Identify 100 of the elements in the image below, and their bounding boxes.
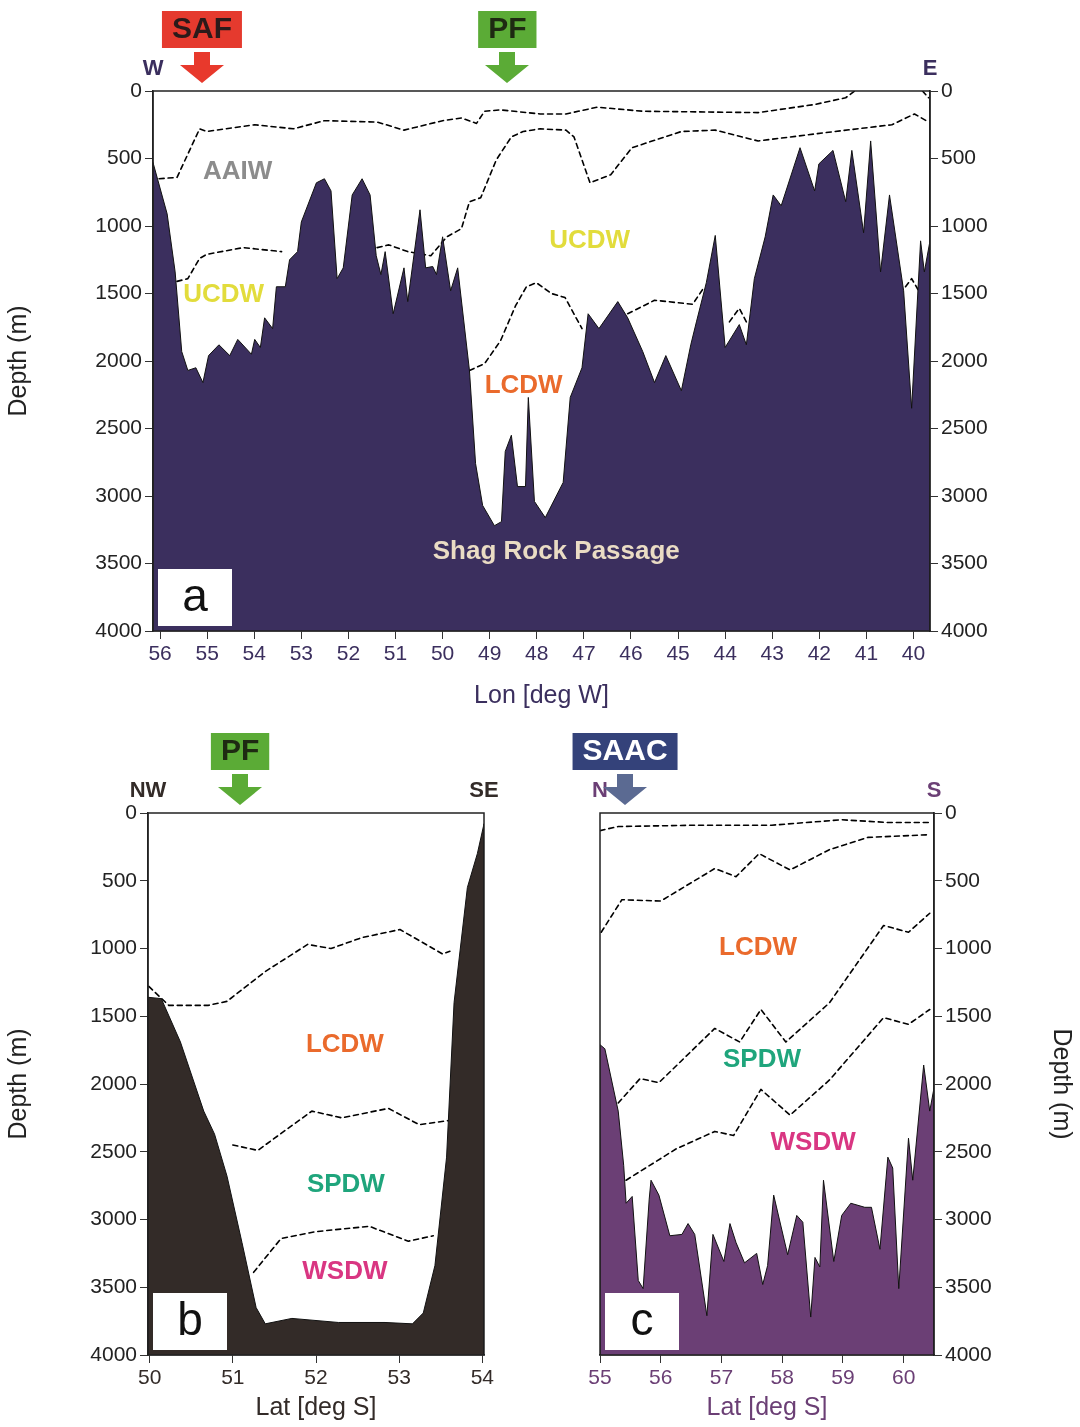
x-tick-label: 56 <box>649 1365 673 1389</box>
annotation: a <box>182 568 209 621</box>
y-tick-label: 1500 <box>90 1003 137 1027</box>
x-tick-label: 60 <box>891 1365 916 1389</box>
x-tick-label: 42 <box>807 641 832 665</box>
x-tick-label: 58 <box>770 1365 794 1389</box>
annotation: LCDW <box>484 369 564 400</box>
y2-tick-label: 500 <box>945 867 981 891</box>
annotation: SPDW <box>722 1043 802 1074</box>
y2-tick-label: 1000 <box>945 935 992 959</box>
annotation: WSDW <box>302 1255 388 1286</box>
text: SAF <box>171 11 232 45</box>
x-tick-label: 52 <box>304 1365 328 1389</box>
y2-tick-label: 3000 <box>945 1206 992 1230</box>
x-tick-label: 40 <box>901 641 926 665</box>
y-tick-label: 2500 <box>90 1138 137 1162</box>
x-tick-label: 43 <box>760 641 784 665</box>
y-tick-label: 2000 <box>95 347 142 371</box>
x-tick-label: 49 <box>478 641 502 665</box>
x-tick-label: 51 <box>383 641 408 665</box>
x-tick-label: 44 <box>713 641 738 665</box>
x-tick-label: 59 <box>831 1365 855 1389</box>
x-axis-title: Lon [deg W] <box>474 679 609 708</box>
y-tick-label: 1500 <box>95 280 142 304</box>
x-tick-label: 46 <box>619 641 643 665</box>
text: SE <box>469 777 499 803</box>
annotation: WSDW <box>770 1126 857 1157</box>
y-tick-label: 3500 <box>95 550 142 574</box>
text: E <box>922 55 938 81</box>
annotation: Shag Rock Passage <box>432 535 680 566</box>
x-tick-label: 50 <box>137 1365 162 1389</box>
line-series <box>625 1008 931 1182</box>
y2-tick-label: 0 <box>945 799 957 823</box>
x-tick-label: 52 <box>336 641 361 665</box>
x-tick-label: 56 <box>148 641 172 665</box>
y2-tick-label: 500 <box>941 145 977 169</box>
y-axis-title: Depth (m) <box>2 305 31 417</box>
line-series <box>148 928 451 1007</box>
x-tick-label: 51 <box>221 1365 245 1389</box>
y2-tick-label: 4000 <box>941 617 988 641</box>
annotation: LCDW <box>305 1028 385 1059</box>
x-tick-label: 50 <box>430 641 455 665</box>
x-tick-label: 54 <box>242 641 267 665</box>
line-series <box>468 281 583 372</box>
x-tick-label: 57 <box>709 1365 734 1389</box>
x-axis-title: Lat [deg S] <box>706 1391 828 1420</box>
y-tick-label: 2500 <box>95 415 142 439</box>
x-tick-label: 53 <box>289 641 314 665</box>
line-series <box>232 1107 450 1152</box>
y-tick-label: 1000 <box>90 935 137 959</box>
annotation: c <box>630 1292 654 1345</box>
x-axis-title: Lat [deg S] <box>255 1391 377 1420</box>
y2-tick-label: 1500 <box>945 1003 992 1027</box>
y-tick-label: 3000 <box>90 1206 137 1230</box>
text: W <box>142 55 164 81</box>
x-tick-label: 48 <box>525 641 549 665</box>
x-tick-label: 47 <box>572 641 596 665</box>
annotation: SPDW <box>306 1167 386 1198</box>
annotation: LCDW <box>718 931 798 962</box>
y2-tick-label: 2500 <box>945 1138 992 1162</box>
line-series <box>600 818 931 832</box>
text: PF <box>488 11 527 45</box>
y2-tick-label: 3500 <box>945 1274 992 1298</box>
y2-tick-label: 4000 <box>945 1341 992 1365</box>
x-tick-label: 45 <box>666 641 690 665</box>
y-tick-label: 3000 <box>95 482 142 506</box>
x-tick-label: 55 <box>195 641 219 665</box>
text: S <box>926 777 942 803</box>
annotation: UCDW <box>549 224 631 255</box>
y-tick-label: 1000 <box>95 212 142 236</box>
annotation: AAIW <box>203 155 273 186</box>
x-tick-label: 53 <box>387 1365 411 1389</box>
y-tick-label: 4000 <box>90 1341 137 1365</box>
y2-tick-label: 2500 <box>941 415 988 439</box>
line-series <box>617 912 931 1104</box>
annotation: UCDW <box>183 278 265 309</box>
y-tick-label: 3500 <box>90 1274 137 1298</box>
x-tick-label: 54 <box>470 1365 495 1389</box>
y-tick-label: 500 <box>106 145 142 169</box>
line-series <box>176 246 283 283</box>
y2-tick-label: 2000 <box>941 347 988 371</box>
y2-tick-label: 2000 <box>945 1070 992 1094</box>
y-tick-label: 500 <box>101 867 137 891</box>
y2-tick-label: 3500 <box>941 550 988 574</box>
text: N <box>592 777 608 803</box>
text: SAAC <box>582 733 668 767</box>
x-tick-label: 41 <box>854 641 879 665</box>
y-tick-label: 4000 <box>95 617 142 641</box>
text: PF <box>220 733 260 767</box>
y2-axis-title: Depth (m) <box>1049 1028 1078 1140</box>
y-tick-label: 0 <box>130 77 142 101</box>
annotation: b <box>177 1292 203 1345</box>
y2-tick-label: 3000 <box>941 482 988 506</box>
line-series <box>158 91 856 180</box>
x-tick-label: 55 <box>588 1365 612 1389</box>
y-tick-label: 2000 <box>90 1070 137 1094</box>
y2-tick-label: 1000 <box>941 212 988 236</box>
y2-tick-label: 1500 <box>941 280 988 304</box>
y2-tick-label: 0 <box>941 77 953 101</box>
y-axis-title: Depth (m) <box>2 1028 31 1140</box>
